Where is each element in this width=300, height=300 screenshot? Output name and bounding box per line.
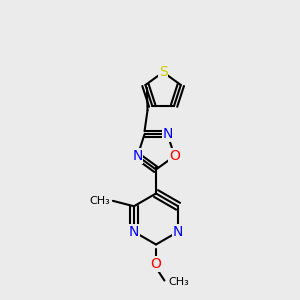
Text: O: O xyxy=(169,149,180,163)
Text: O: O xyxy=(151,257,161,271)
Text: N: N xyxy=(129,225,139,239)
Text: N: N xyxy=(132,149,142,163)
Text: S: S xyxy=(159,65,167,79)
Text: N: N xyxy=(173,225,183,239)
Text: N: N xyxy=(162,127,172,141)
Text: CH₃: CH₃ xyxy=(89,196,110,206)
Text: CH₃: CH₃ xyxy=(169,277,189,287)
